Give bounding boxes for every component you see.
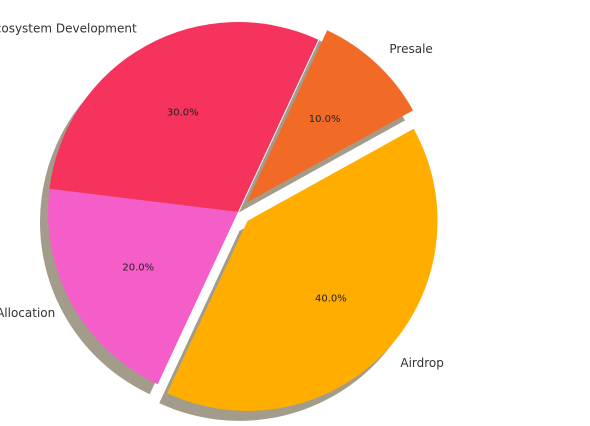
pct-label-presale: 10.0% [309,114,341,125]
category-label-presale: Presale [389,42,432,56]
pie-slice-ecosystem-development [49,22,319,212]
category-label-ecosystem-development: Ecosystem Development [0,22,137,36]
pct-label-team-allocation: 20.0% [122,262,154,273]
pie-slice-presale [246,30,414,203]
pct-label-airdrop: 40.0% [315,294,347,305]
pct-label-ecosystem-development: 30.0% [167,107,199,118]
pie-slice-airdrop [167,128,438,411]
pie-slice-team-allocation [48,188,239,385]
category-label-airdrop: Airdrop [400,356,444,370]
category-label-team-allocation: Team Allocation [0,306,55,320]
